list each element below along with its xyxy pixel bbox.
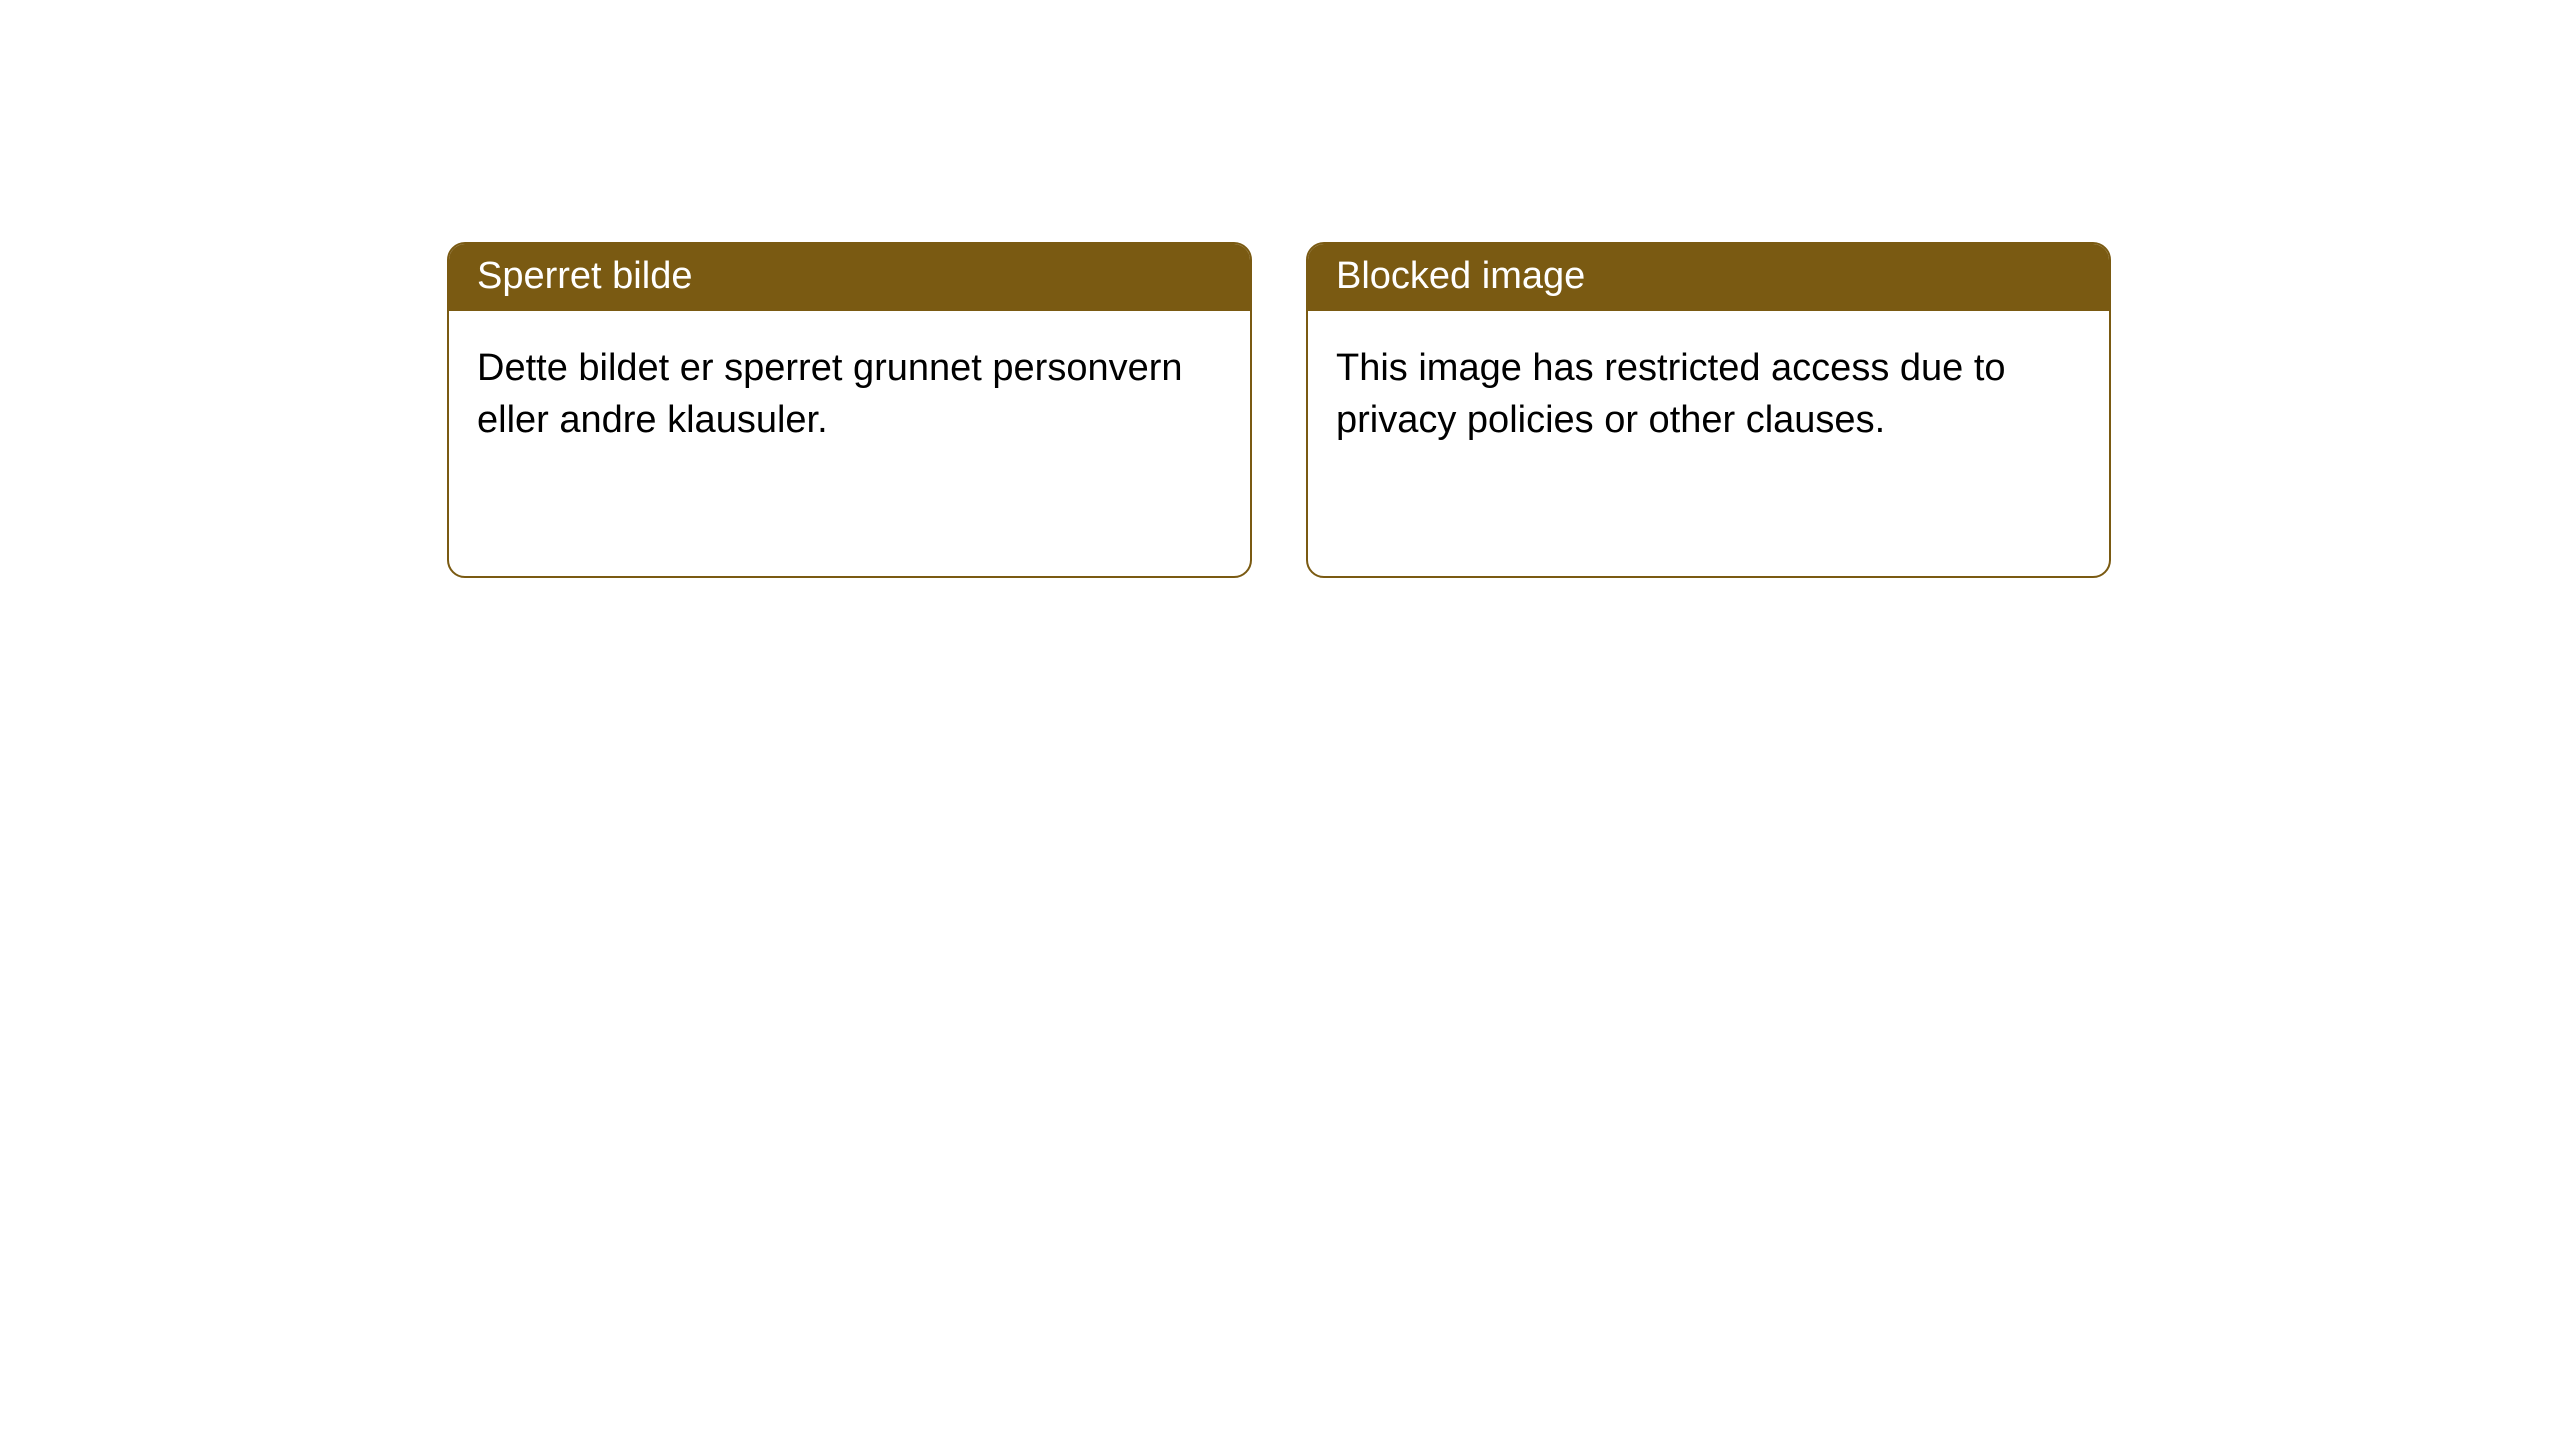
- notice-title: Blocked image: [1308, 244, 2109, 311]
- notice-card-norwegian: Sperret bilde Dette bildet er sperret gr…: [447, 242, 1252, 578]
- notice-title: Sperret bilde: [449, 244, 1250, 311]
- notice-card-english: Blocked image This image has restricted …: [1306, 242, 2111, 578]
- notice-body: Dette bildet er sperret grunnet personve…: [449, 311, 1250, 478]
- notice-body: This image has restricted access due to …: [1308, 311, 2109, 478]
- notice-container: Sperret bilde Dette bildet er sperret gr…: [0, 0, 2560, 578]
